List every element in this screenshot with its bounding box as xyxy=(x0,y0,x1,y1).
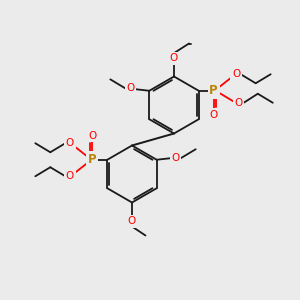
Text: O: O xyxy=(66,138,74,148)
Text: O: O xyxy=(172,153,180,163)
Text: P: P xyxy=(209,84,218,97)
Text: O: O xyxy=(66,171,74,181)
Text: O: O xyxy=(210,110,218,120)
Text: O: O xyxy=(234,98,242,108)
Text: P: P xyxy=(88,153,97,166)
Text: O: O xyxy=(88,131,96,141)
Text: O: O xyxy=(232,69,240,79)
Text: O: O xyxy=(170,53,178,64)
Text: O: O xyxy=(128,216,136,226)
Text: O: O xyxy=(127,83,135,93)
